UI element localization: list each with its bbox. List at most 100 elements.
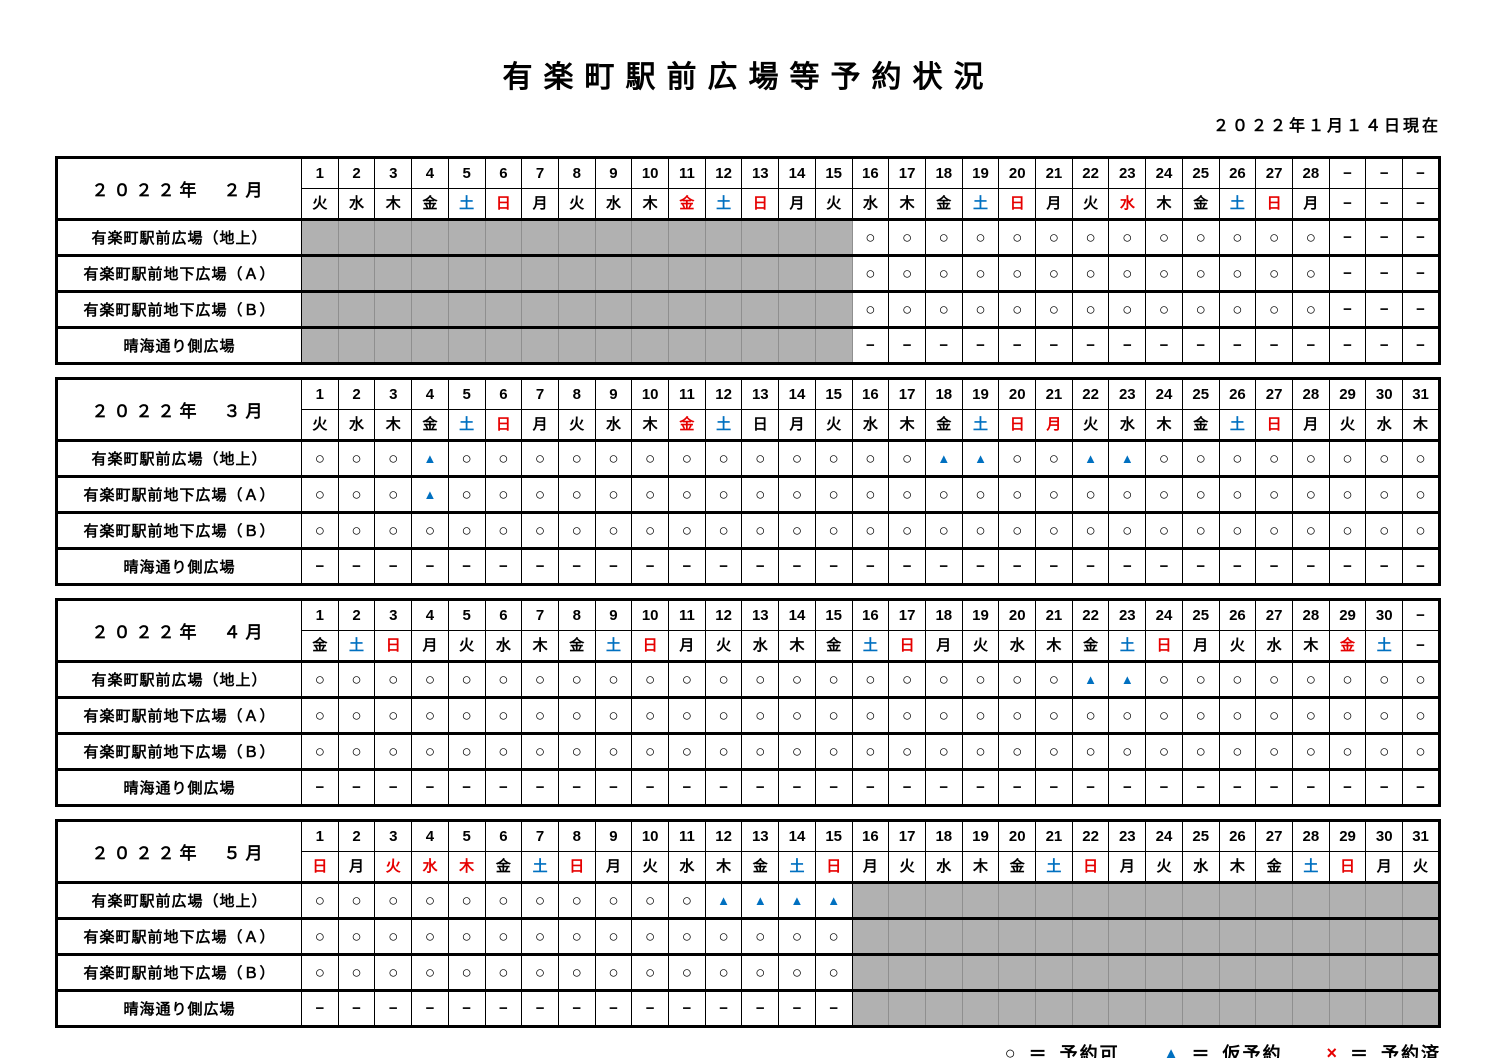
status-cell: ○ bbox=[814, 732, 853, 770]
month-label: ２０２２年 ４月 bbox=[56, 599, 302, 662]
day-number-cell: 7 bbox=[521, 599, 559, 631]
status-cell: ▲ bbox=[1071, 660, 1110, 698]
status-cell bbox=[741, 326, 780, 364]
status-cell bbox=[1145, 953, 1183, 991]
month-tables-container: ２０２２年 ２月 1 2 3 4 5 6 7 8 9 10 11 12 13 14 15 16 17 18 19 20 2… bbox=[55, 156, 1441, 1028]
status-cell: ○ bbox=[1365, 439, 1404, 477]
status-cell bbox=[814, 218, 853, 256]
day-number-cell: 17 bbox=[888, 599, 926, 631]
status-cell: ○ bbox=[1291, 218, 1330, 256]
status-cell: − bbox=[594, 547, 633, 585]
status-cell: − bbox=[1218, 768, 1257, 806]
status-cell: ○ bbox=[447, 660, 486, 698]
status-cell bbox=[631, 290, 670, 328]
weekday-cell: 土 bbox=[1365, 630, 1404, 662]
weekday-cell: 火 bbox=[301, 409, 339, 441]
status-cell: ○ bbox=[301, 475, 339, 513]
weekday-cell: 火 bbox=[557, 409, 596, 441]
status-cell: ○ bbox=[888, 475, 926, 513]
weekday-cell: 月 bbox=[778, 188, 816, 220]
weekday-cell: 日 bbox=[631, 630, 670, 662]
status-cell: ○ bbox=[778, 511, 816, 549]
status-cell: ▲ bbox=[1071, 439, 1110, 477]
day-number-cell: 8 bbox=[557, 599, 596, 631]
status-cell: ○ bbox=[668, 475, 706, 513]
status-cell bbox=[594, 290, 633, 328]
weekday-cell: 土 bbox=[704, 409, 743, 441]
venue-label: 晴海通り側広場 bbox=[56, 547, 302, 585]
day-number-cell: 26 bbox=[1218, 378, 1257, 410]
day-number-cell: 9 bbox=[594, 378, 633, 410]
weekday-cell: 水 bbox=[337, 188, 376, 220]
weekday-cell: 土 bbox=[961, 188, 1000, 220]
status-cell: ○ bbox=[631, 917, 670, 955]
weekday-cell: 金 bbox=[668, 409, 706, 441]
status-cell: − bbox=[484, 547, 523, 585]
day-number-cell: 7 bbox=[521, 157, 559, 189]
status-cell bbox=[1145, 989, 1183, 1027]
status-cell: ○ bbox=[301, 953, 339, 991]
status-cell: − bbox=[1255, 768, 1293, 806]
weekday-cell: 金 bbox=[1071, 630, 1110, 662]
status-cell bbox=[668, 290, 706, 328]
status-cell: ○ bbox=[631, 439, 670, 477]
status-cell: ○ bbox=[337, 475, 376, 513]
status-cell: ○ bbox=[1255, 696, 1293, 734]
status-cell: ○ bbox=[1218, 732, 1257, 770]
day-number-cell: 23 bbox=[1108, 378, 1147, 410]
day-number-cell: 4 bbox=[411, 378, 449, 410]
status-cell: ○ bbox=[1035, 660, 1073, 698]
page-title: 有楽町駅前広場等予約状況 bbox=[502, 61, 995, 94]
status-cell: ○ bbox=[337, 439, 376, 477]
as-of-date: ２０２２年１月１４日現在 bbox=[1212, 118, 1441, 135]
status-cell: − bbox=[1365, 547, 1404, 585]
day-number-cell: 4 bbox=[411, 820, 449, 852]
legend-label: 仮予約 bbox=[1222, 1044, 1283, 1058]
status-cell: − bbox=[411, 989, 449, 1027]
status-cell: − bbox=[337, 768, 376, 806]
status-cell: ○ bbox=[668, 881, 706, 919]
status-cell bbox=[1291, 881, 1330, 919]
status-cell: ○ bbox=[521, 917, 559, 955]
status-cell bbox=[1071, 953, 1110, 991]
status-cell: − bbox=[557, 547, 596, 585]
status-cell: ○ bbox=[1181, 218, 1220, 256]
status-cell: ○ bbox=[1071, 290, 1110, 328]
day-number-cell: 16 bbox=[851, 378, 890, 410]
status-cell: − bbox=[1035, 547, 1073, 585]
status-cell: ○ bbox=[1291, 475, 1330, 513]
status-cell: − bbox=[1365, 218, 1404, 256]
status-cell bbox=[814, 254, 853, 292]
legend-item-3: × ＝ 予約済 bbox=[1326, 1040, 1441, 1058]
day-number-cell: 10 bbox=[631, 378, 670, 410]
status-cell: ○ bbox=[1181, 732, 1220, 770]
weekday-cell: 日 bbox=[1255, 188, 1293, 220]
status-cell bbox=[484, 290, 523, 328]
day-number-cell: 19 bbox=[961, 599, 1000, 631]
status-cell: − bbox=[778, 547, 816, 585]
weekday-cell: 月 bbox=[1291, 409, 1330, 441]
status-cell: ○ bbox=[704, 696, 743, 734]
status-cell: ○ bbox=[1181, 475, 1220, 513]
day-number-cell: 13 bbox=[741, 378, 780, 410]
day-number-cell: 11 bbox=[668, 157, 706, 189]
day-number-cell: 13 bbox=[741, 599, 780, 631]
status-cell: ○ bbox=[594, 881, 633, 919]
status-cell bbox=[484, 254, 523, 292]
day-number-cell: 26 bbox=[1218, 157, 1257, 189]
weekday-cell: 日 bbox=[998, 409, 1037, 441]
weekday-cell: 金 bbox=[998, 851, 1037, 883]
weekday-cell: − bbox=[1328, 188, 1367, 220]
status-cell: ○ bbox=[1291, 660, 1330, 698]
day-number-cell: 3 bbox=[374, 378, 413, 410]
status-cell bbox=[704, 254, 743, 292]
status-cell: ○ bbox=[447, 917, 486, 955]
day-number-cell: 25 bbox=[1181, 599, 1220, 631]
status-cell: − bbox=[888, 768, 926, 806]
status-cell bbox=[1108, 881, 1147, 919]
status-cell: − bbox=[704, 989, 743, 1027]
venue-row: 有楽町駅前地下広場（Ａ） ○ ○ ○ ○ ○ ○ ○ ○ ○ ○ ○ ○ ○ ○ ○ bbox=[56, 917, 1440, 955]
status-cell bbox=[337, 254, 376, 292]
venue-label: 有楽町駅前広場（地上） bbox=[56, 881, 302, 919]
status-cell: ○ bbox=[924, 660, 963, 698]
